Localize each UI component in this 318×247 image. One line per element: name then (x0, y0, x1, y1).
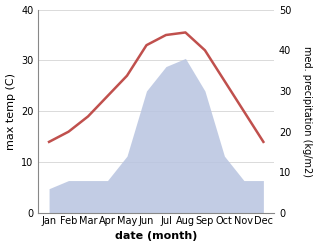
X-axis label: date (month): date (month) (115, 231, 197, 242)
Y-axis label: max temp (C): max temp (C) (5, 73, 16, 150)
Y-axis label: med. precipitation (kg/m2): med. precipitation (kg/m2) (302, 46, 313, 177)
